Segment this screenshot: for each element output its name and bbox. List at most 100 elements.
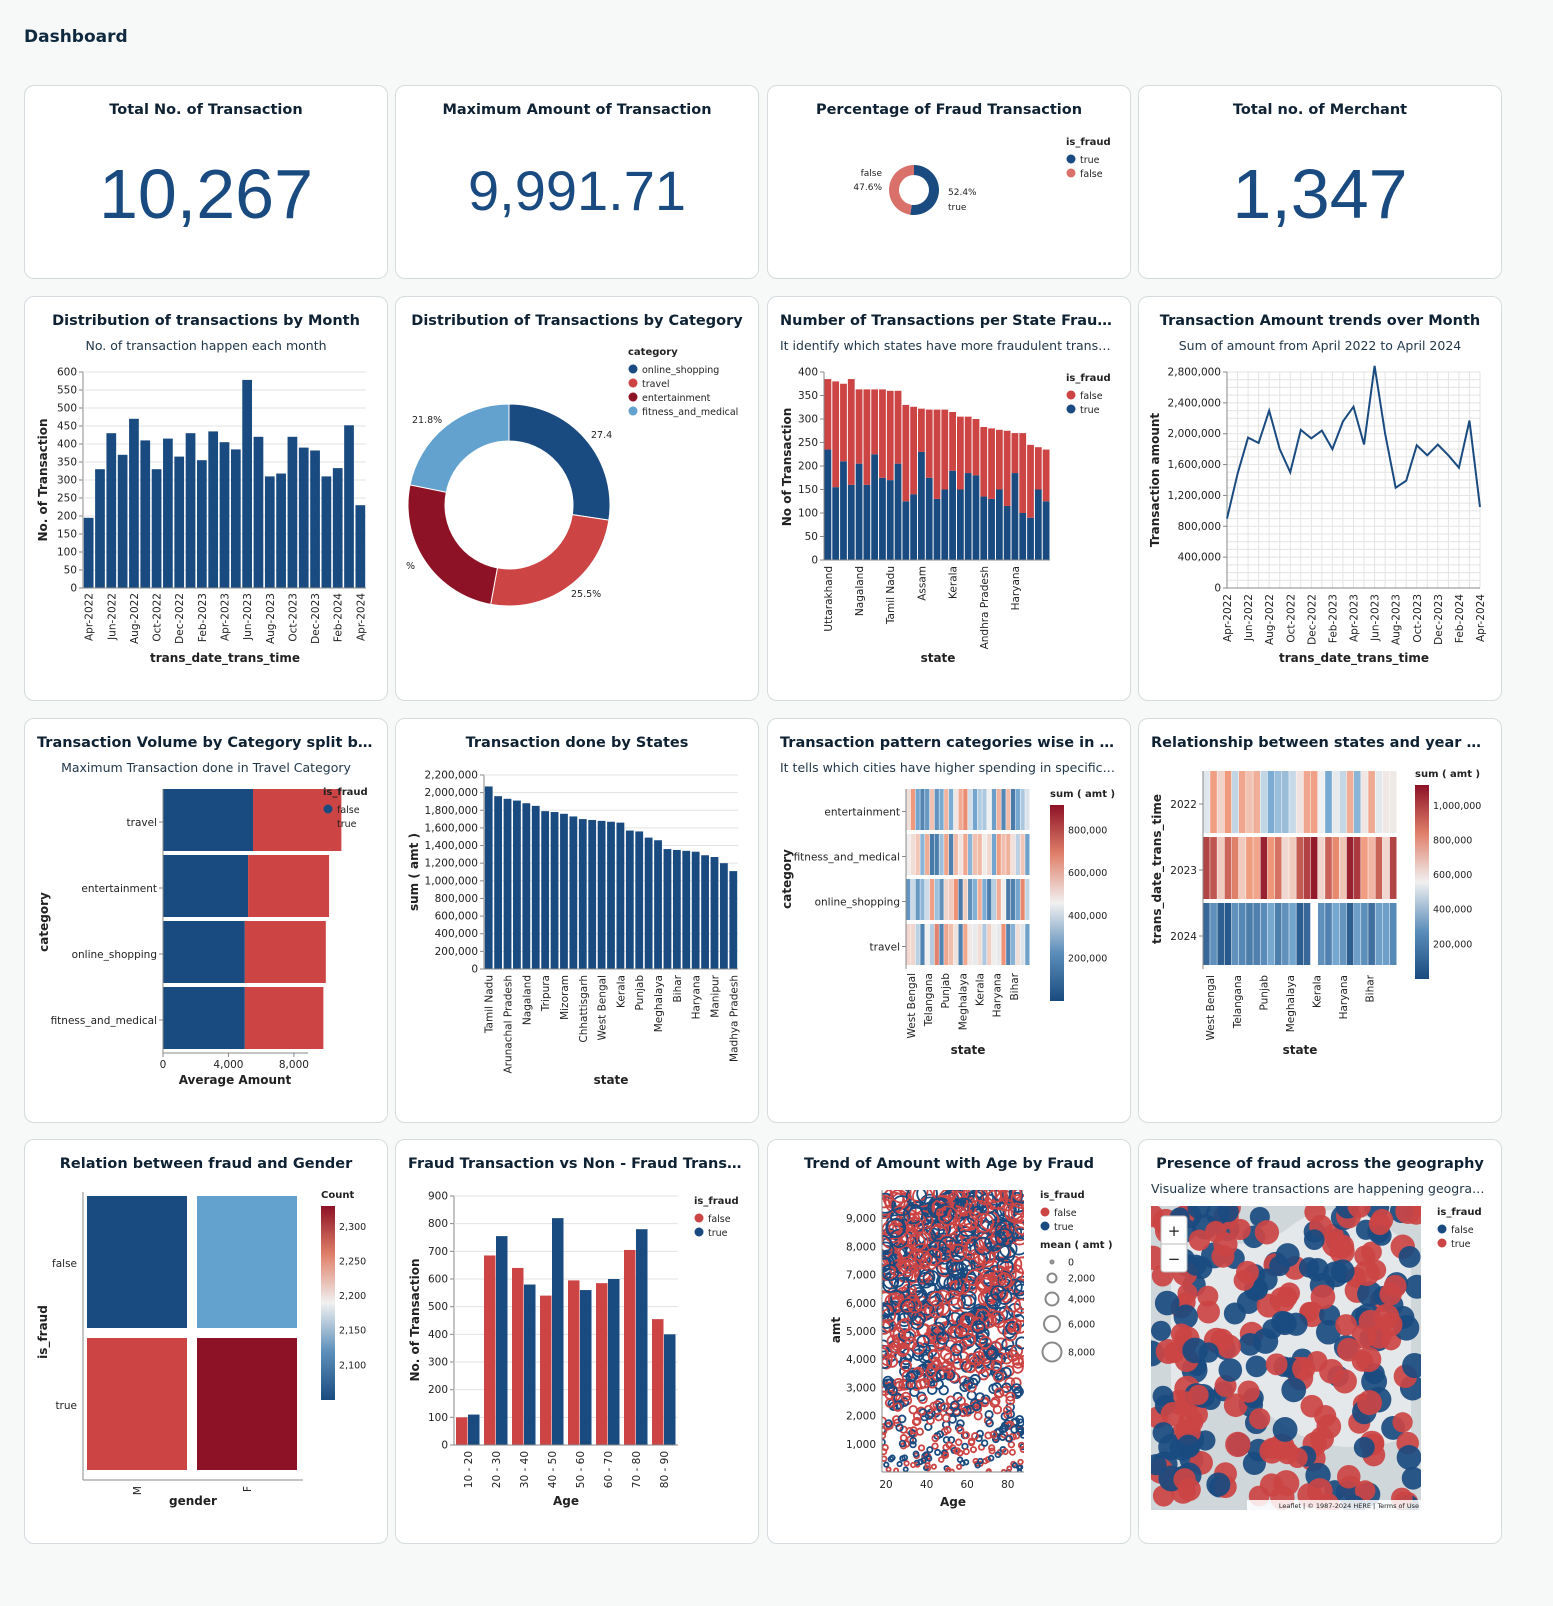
state-fraud-bar-true	[956, 489, 964, 560]
trend-x-tick-label: Dec-2022	[1306, 594, 1318, 645]
age-amount-point	[885, 1218, 906, 1239]
age-amount-point	[905, 1371, 917, 1383]
age-amount-point	[959, 1313, 974, 1329]
category-heatmap-chart: entertainment fitness_and_medical online_s…	[780, 789, 1115, 1057]
by-state-bar	[550, 812, 559, 969]
trend-x-tick-label: Aug-2022	[1264, 594, 1276, 645]
category-heat-cell	[958, 924, 963, 965]
geo-point	[1357, 1390, 1383, 1416]
by-month-bar	[298, 447, 309, 588]
by-state-bar	[484, 786, 493, 969]
category-heat-cell	[1006, 789, 1011, 830]
by-state-bar	[635, 831, 644, 969]
by-state-bar	[719, 863, 728, 969]
geo-point	[1398, 1245, 1421, 1268]
by-month-bar	[95, 469, 105, 588]
year-heat-cell	[1303, 903, 1311, 965]
state-fraud-bar-false	[995, 429, 1003, 490]
geo-point	[1245, 1355, 1268, 1378]
by-month-bar	[83, 517, 94, 588]
state-fraud-bar-true	[995, 489, 1003, 560]
by-category-chart: 27.4 25.5%% 21.8% category online_shoppingtr…	[406, 347, 738, 607]
gender-x-tick-label: M	[132, 1486, 144, 1495]
geo-map[interactable]: + − Leaflet | © 1987-2024 HERE | Terms of …	[1139, 1140, 1502, 1544]
age-fraud-x-tick-label: 60 - 70	[603, 1451, 615, 1488]
category-data-label: 21.8%	[412, 415, 442, 426]
geo-point	[1218, 1358, 1243, 1382]
year-heat-x-tick-label: Bihar	[1365, 974, 1377, 1002]
state-fraud-chart: 0 50 100 150 200 250 300 350 400 Uttarakhand Nagal…	[780, 367, 1111, 666]
category-heat-cell	[948, 834, 954, 875]
by-state-x-tick-label: Manipur	[709, 974, 721, 1017]
category-heat-cell	[1025, 879, 1030, 920]
age-amount-point	[1011, 1383, 1022, 1394]
age-amount-point	[887, 1455, 895, 1463]
state-fraud-bar-false	[863, 389, 871, 485]
age-amount-size-label: 6,000	[1068, 1320, 1095, 1331]
kpi-value: 9,991.71	[468, 159, 686, 222]
year-heat-cell	[1238, 771, 1246, 833]
geo-point	[1281, 1377, 1307, 1403]
geo-point	[1265, 1353, 1288, 1376]
chart-card-category-fraud: Transaction Volume by Category split by …	[24, 718, 388, 1123]
age-fraud-bar-true	[524, 1284, 536, 1445]
category-heat-cell	[953, 789, 958, 830]
state-fraud-bar-true	[925, 477, 933, 560]
year-heat-legend-tick: 400,000	[1433, 905, 1472, 916]
by-month-x-tick-label: Dec-2022	[174, 593, 186, 644]
age-amount-point	[911, 1417, 921, 1427]
category-heat-cell	[1015, 879, 1020, 920]
age-amount-point	[933, 1335, 947, 1349]
age-amount-point	[916, 1190, 938, 1205]
by-month-x-tick-label: Jun-2023	[242, 593, 254, 641]
year-heat-cell	[1310, 837, 1318, 899]
gender-cell	[197, 1196, 297, 1328]
category-heat-cell	[1001, 924, 1006, 965]
zoom-in-button[interactable]: +	[1168, 1222, 1181, 1240]
by-month-bar	[264, 476, 275, 588]
age-amount-point	[971, 1432, 979, 1441]
age-amount-point	[940, 1361, 953, 1373]
age-fraud-x-tick-label: 50 - 60	[575, 1451, 587, 1488]
fraud-pct-data-label: false	[861, 169, 883, 179]
geo-point	[1284, 1312, 1308, 1336]
by-month-bar	[140, 440, 151, 588]
gender-legend-tick: 2,200	[339, 1291, 366, 1302]
gender-legend-gradient	[321, 1206, 335, 1400]
age-amount-point	[891, 1195, 913, 1217]
category-heat-x-tick-label: Meghalaya	[957, 973, 969, 1030]
category-heat-cell	[953, 924, 958, 965]
age-amount-point	[882, 1378, 894, 1390]
age-amount-point	[882, 1455, 888, 1463]
by-state-y-tick-label: 1,600,000	[425, 822, 478, 834]
age-amount-point	[1004, 1377, 1016, 1389]
category-heat-cell	[963, 834, 968, 875]
year-heat-cell	[1289, 903, 1296, 965]
category-fraud-y-tick-label: fitness_and_medical	[51, 1015, 157, 1027]
age-amount-point	[882, 1448, 888, 1456]
by-month-bar	[129, 418, 139, 588]
state-fraud-y-tick-label: 150	[798, 484, 818, 496]
zoom-out-button[interactable]: −	[1168, 1250, 1181, 1268]
year-heat-x-tick-label: West Bengal	[1205, 975, 1217, 1041]
state-fraud-bar-false	[1011, 433, 1019, 474]
state-fraud-bar-true	[832, 487, 840, 560]
chart-card-geo[interactable]: Presence of fraud across the geography V…	[1138, 1139, 1502, 1544]
geo-point	[1395, 1206, 1421, 1224]
age-amount-point	[977, 1249, 996, 1268]
year-heat-cell	[1310, 771, 1318, 833]
geo-point	[1237, 1380, 1260, 1403]
state-fraud-bar-false	[910, 406, 918, 495]
year-heat-cell	[1368, 903, 1375, 965]
age-amount-point	[889, 1340, 903, 1354]
category-legend-label: entertainment	[642, 393, 711, 404]
geo-point	[1198, 1342, 1219, 1363]
kpi-title: Total no. of Merchant	[1232, 102, 1408, 118]
age-amount-point	[920, 1457, 927, 1464]
category-heat-cell	[987, 789, 992, 830]
age-amount-point	[988, 1447, 996, 1455]
age-amount-point	[917, 1394, 928, 1405]
year-heat-cell	[1353, 837, 1361, 899]
age-fraud-x-tick-label: 30 - 40	[519, 1451, 531, 1488]
year-heat-cell	[1238, 903, 1246, 965]
